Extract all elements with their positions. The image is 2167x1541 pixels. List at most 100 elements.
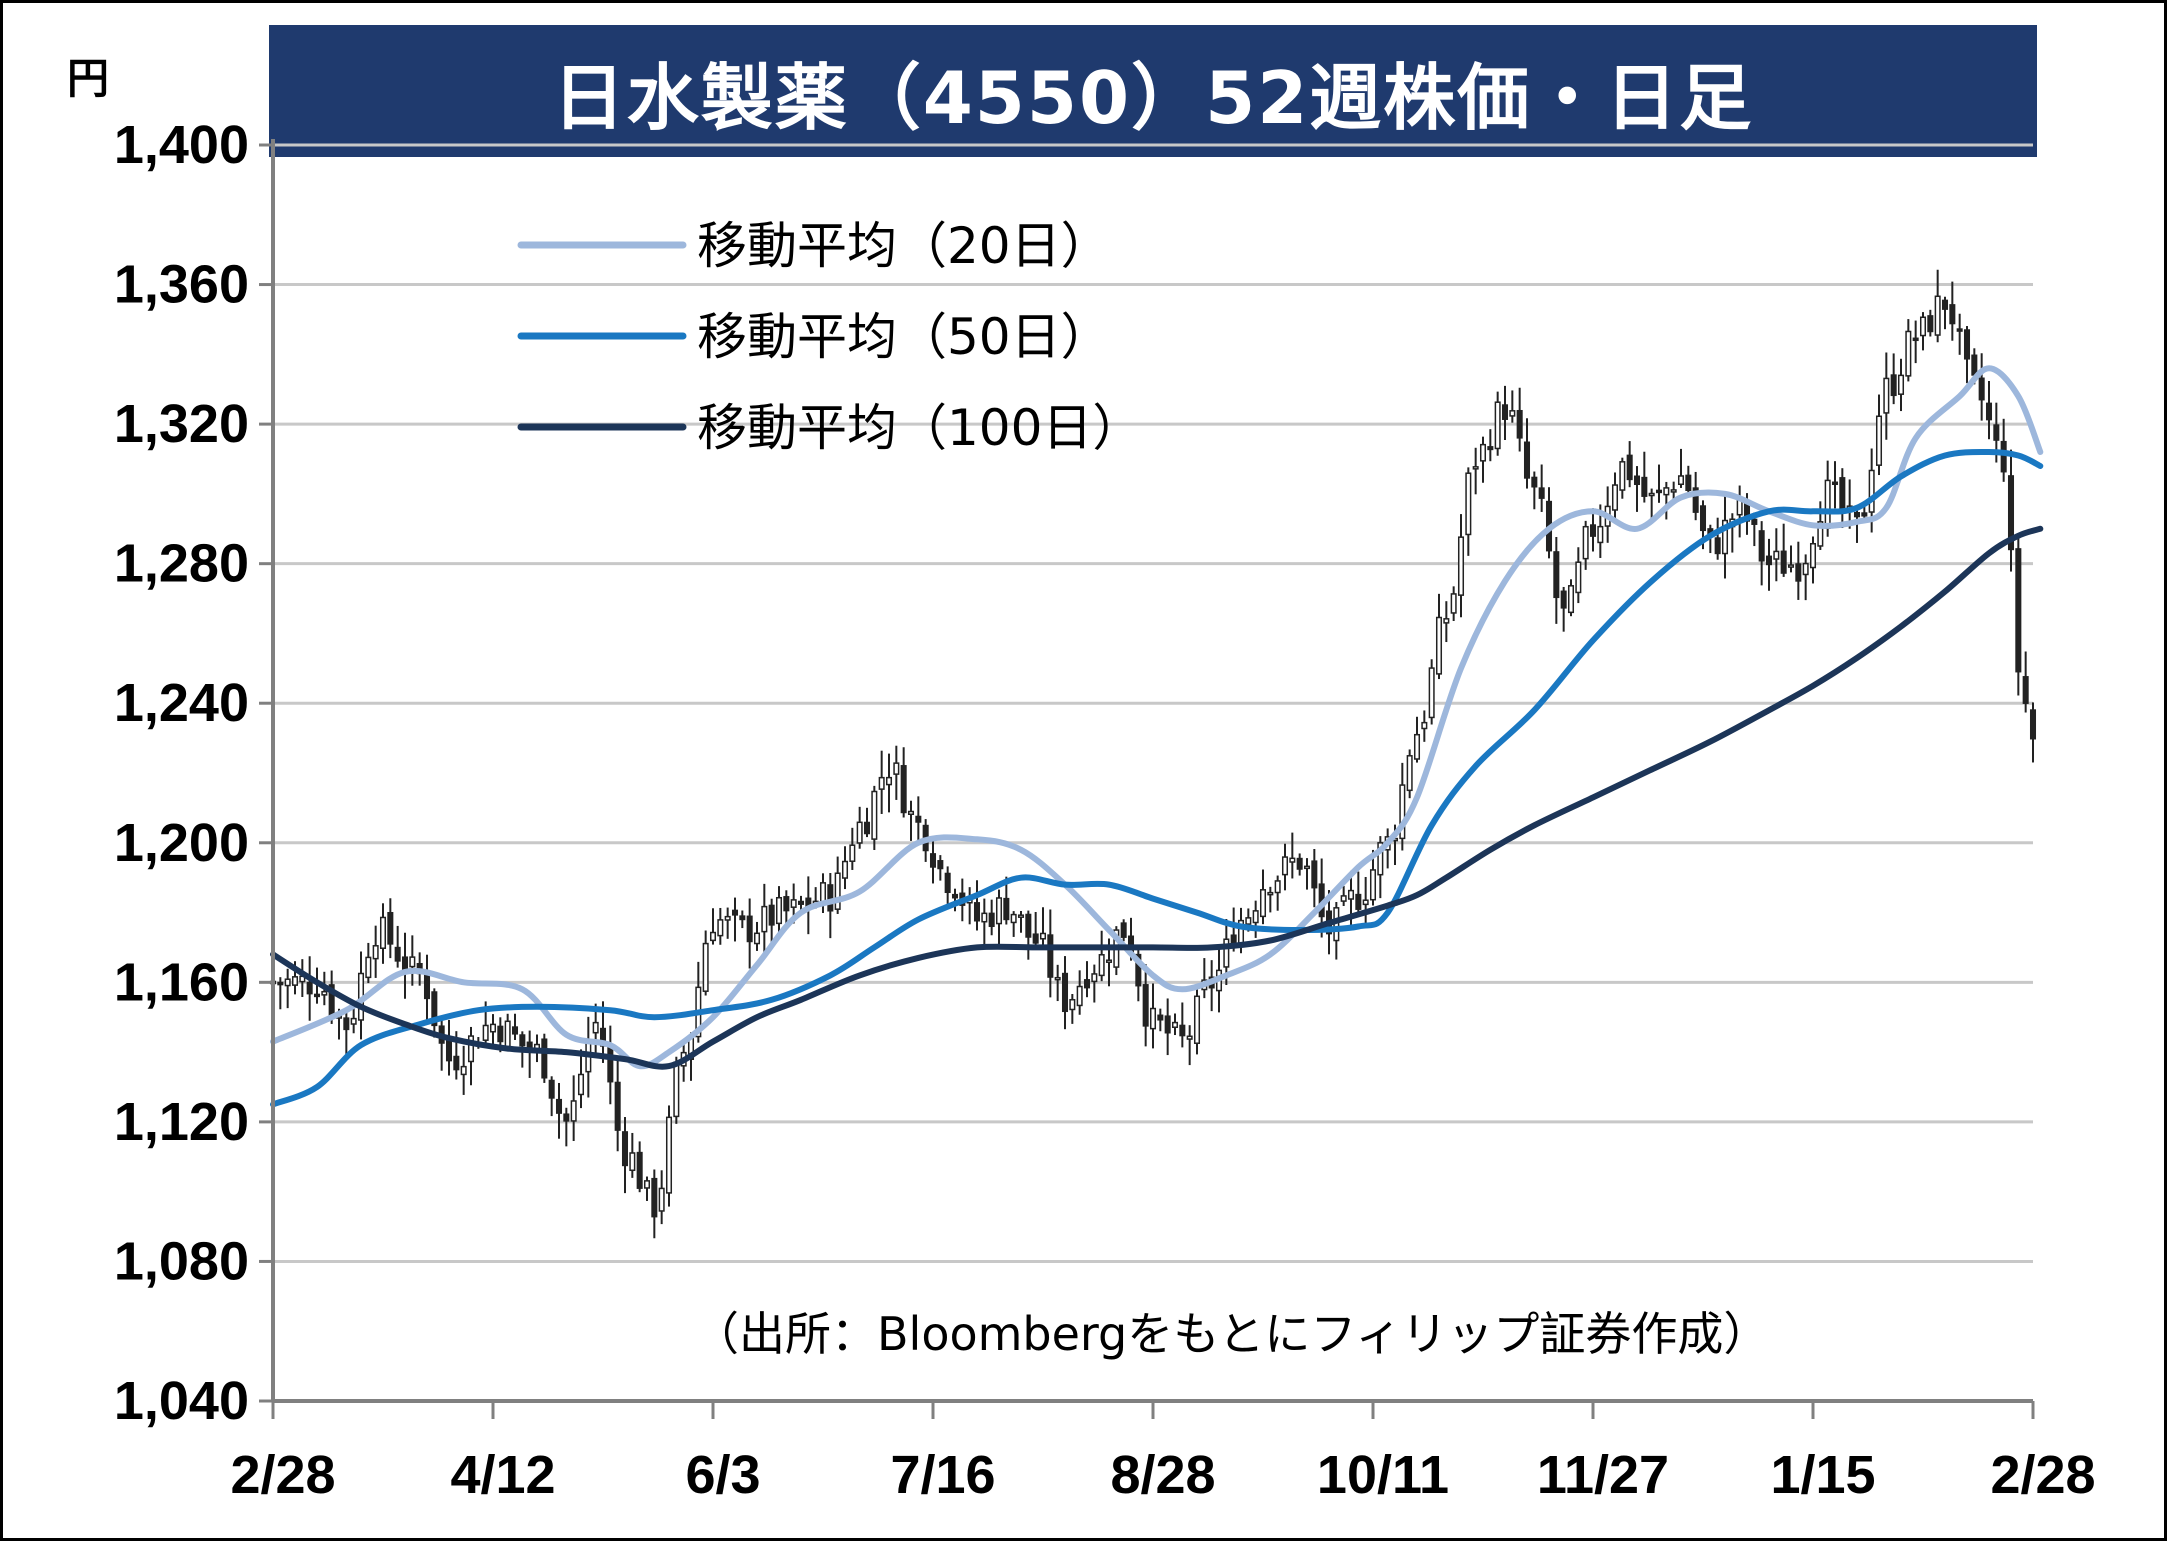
candle-body (350, 1017, 357, 1025)
candle-body (1047, 934, 1054, 978)
candle-body (1927, 315, 1934, 333)
candle-body (1259, 889, 1267, 918)
candle-body (577, 1073, 585, 1096)
candle-body (1751, 518, 1758, 525)
candle-body (1868, 469, 1875, 513)
candle-body (1824, 479, 1831, 529)
candle-body (548, 1079, 555, 1099)
candle-body (1450, 593, 1457, 614)
y-tick-label: 1,080 (114, 1231, 249, 1291)
candle-body (1479, 443, 1487, 462)
candle-body (1582, 525, 1589, 560)
candle-body (453, 1055, 460, 1071)
candle-body (306, 981, 313, 995)
candle-body (1377, 842, 1384, 876)
candle-body (717, 919, 724, 937)
candle-body (1655, 489, 1663, 494)
candle-body (431, 991, 438, 1027)
candle-body (1010, 913, 1017, 924)
candle-body (1340, 895, 1347, 902)
candle-body (1252, 910, 1259, 924)
candle-body (365, 956, 372, 979)
candle-body (1164, 1015, 1171, 1034)
candle-body (1098, 954, 1105, 977)
candle-body (423, 974, 431, 1000)
candle-body (284, 978, 291, 987)
candle-body (1890, 374, 1897, 397)
candle-body (783, 896, 790, 912)
candle-body (291, 976, 299, 986)
candle-body (1619, 461, 1626, 491)
candle-body (1083, 979, 1091, 989)
candle-body (1435, 616, 1443, 675)
candle-body (1949, 304, 1956, 325)
candle-body (1120, 922, 1127, 938)
candle-body (915, 815, 922, 823)
candle-body (1905, 330, 1912, 377)
candle-body (1780, 550, 1787, 574)
candle-body (1076, 985, 1083, 1007)
candle-body (1494, 401, 1501, 450)
candle-body (1956, 328, 1963, 332)
candle-body (2007, 475, 2015, 551)
candle-body (1648, 492, 1655, 497)
candle-body (731, 909, 739, 916)
y-tick-label: 1,400 (114, 115, 249, 175)
candle-body (1193, 995, 1201, 1044)
candle-body (1765, 555, 1773, 566)
candle-body (1978, 377, 1985, 401)
candle-body (1135, 953, 1142, 987)
candle-body (1509, 410, 1516, 417)
candle-body (1186, 1035, 1193, 1040)
candle-body (907, 810, 915, 816)
candle-body (1633, 475, 1641, 486)
candle-body (621, 1131, 629, 1167)
candle-body (541, 1038, 548, 1079)
candle-body (1912, 337, 1919, 342)
candle-body (1179, 1024, 1186, 1037)
candle-body (1421, 721, 1428, 730)
candle-body (1787, 564, 1795, 568)
candle-body (409, 956, 416, 968)
candle-body (504, 1020, 511, 1048)
moving-average-layer (270, 365, 2044, 1108)
source-note: （出所：Bloombergをもとにフィリップ証券作成） (693, 1307, 1770, 1361)
candle-body (1589, 524, 1597, 537)
candle-body (709, 931, 717, 942)
candle-body (768, 904, 775, 926)
candle-body (1472, 466, 1479, 470)
candle-body (1560, 590, 1567, 609)
candle-body (1157, 1014, 1164, 1021)
candle-body (1934, 295, 1941, 336)
y-tick-label: 1,240 (114, 673, 249, 733)
candle-body (1245, 917, 1252, 925)
candle-body (1853, 511, 1861, 518)
y-tick-label: 1,200 (114, 813, 249, 873)
candle-body (313, 993, 321, 998)
candle-body (1985, 402, 1993, 421)
candle-body (1809, 542, 1817, 569)
candle-body (1641, 476, 1648, 497)
x-tick-label: 10/11 (1317, 1445, 1449, 1505)
candle-body (1714, 537, 1721, 555)
candle-body (1003, 897, 1010, 921)
candle-body (1406, 755, 1413, 792)
candle-body (460, 1065, 467, 1076)
x-tick-label: 11/27 (1537, 1445, 1669, 1505)
legend-label-2: 移動平均（50日） (697, 308, 1111, 366)
candle-body (607, 1046, 614, 1083)
candle-body (1795, 563, 1802, 582)
candle-body (1773, 550, 1780, 560)
y-tick-label: 1,120 (114, 1092, 249, 1152)
x-tick-label: 1/15 (1770, 1445, 1875, 1505)
candle-body (673, 1061, 680, 1118)
candle-body (1171, 1021, 1179, 1029)
candle-body (1347, 889, 1355, 900)
candle-body (1516, 409, 1523, 439)
candle-body (1142, 984, 1149, 1027)
grid-layer (273, 143, 2033, 1263)
candle-body (482, 1024, 489, 1041)
candle-body (702, 942, 709, 992)
candle-body (1039, 932, 1047, 940)
